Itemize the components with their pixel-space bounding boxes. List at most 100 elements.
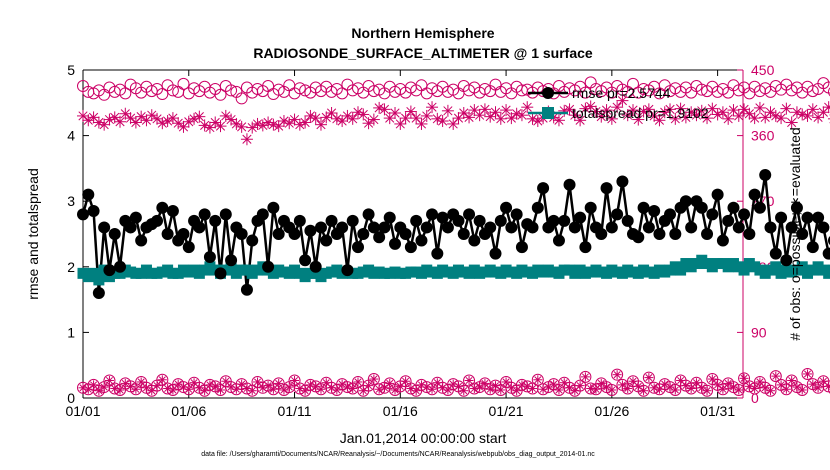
- rmse-point: [812, 211, 825, 224]
- obs-evaluated-point: [785, 116, 798, 129]
- obs-bottom-asterisk: [480, 378, 490, 388]
- rmse-point: [203, 250, 216, 263]
- obs-evaluated-point: [251, 117, 264, 130]
- y-right-tick-label: 0: [751, 390, 759, 406]
- obs-bottom-point: [489, 379, 502, 392]
- chart-title: Northern Hemisphere: [351, 25, 494, 41]
- rmse-point: [304, 224, 317, 237]
- obs-bottom-asterisk: [781, 384, 791, 394]
- rmse-point: [706, 208, 719, 221]
- obs-bottom-asterisk: [348, 384, 358, 394]
- rmse-point: [732, 221, 745, 234]
- obs-evaluated-point: [637, 105, 650, 118]
- rmse-point: [373, 231, 386, 244]
- obs-evaluated-point: [225, 113, 238, 126]
- obs-evaluated-point: [595, 110, 608, 123]
- obs-bottom-asterisk: [734, 385, 744, 395]
- chart-subtitle: RADIOSONDE_SURFACE_ALTIMETER @ 1 surface: [253, 45, 593, 61]
- obs-bottom-point: [288, 374, 301, 387]
- rmse-point: [399, 228, 412, 240]
- obs-bottom-point: [769, 370, 782, 383]
- rmse-point: [404, 241, 417, 254]
- obs-evaluated-point: [272, 120, 285, 133]
- obs-evaluated-point: [775, 112, 788, 125]
- rmse-point: [314, 221, 327, 234]
- obs-evaluated-point: [431, 112, 444, 125]
- legend-rmse-label: rmse pr=2.5744: [572, 85, 671, 101]
- rmse-point: [642, 221, 655, 234]
- obs-bottom-point: [701, 384, 714, 397]
- obs-possible-point: [177, 77, 190, 90]
- rmse-point: [531, 201, 544, 214]
- obs-bottom-asterisk: [512, 386, 522, 396]
- rmse-point: [436, 211, 449, 224]
- obs-evaluated-point: [166, 112, 179, 125]
- legend: rmse pr=2.5744 totalspread pr=1.9102: [528, 85, 709, 121]
- obs-bottom-asterisk: [99, 382, 109, 392]
- obs-bottom-point: [367, 373, 380, 386]
- obs-evaluated-point: [478, 103, 491, 116]
- rmse-point: [748, 188, 761, 201]
- x-tick-label: 01/16: [383, 403, 418, 419]
- obs-evaluated-point: [574, 114, 587, 127]
- obs-evaluated-point: [664, 103, 677, 116]
- obs-evaluated-point: [399, 112, 412, 125]
- y-ticks-left: 0 1 2 3 4 5: [67, 62, 89, 406]
- obs-bottom-asterisk: [808, 379, 818, 389]
- rmse-point: [473, 214, 486, 227]
- obs-evaluated-point: [346, 112, 359, 125]
- obs-evaluated-point: [426, 101, 439, 114]
- rmse-point: [114, 260, 127, 273]
- obs-evaluated-point: [769, 109, 782, 122]
- obs-evaluated-point: [600, 104, 613, 117]
- obs-bottom-asterisk: [210, 381, 220, 391]
- obs-evaluated-point: [77, 109, 89, 122]
- x-axis-label: Jan.01,2014 00:00:00 start: [340, 430, 507, 446]
- obs-evaluated-point: [463, 111, 476, 124]
- obs-evaluated-point: [177, 120, 190, 133]
- obs-bottom-asterisk: [390, 385, 400, 395]
- rmse-point: [806, 241, 819, 254]
- rmse-point: [563, 178, 576, 191]
- rmse-point: [621, 214, 634, 227]
- obs-evaluated-point: [801, 109, 814, 122]
- obs-evaluated-point: [521, 101, 534, 114]
- obs-bottom-point: [531, 373, 544, 386]
- obs-bottom-asterisk: [253, 377, 263, 387]
- obs-evaluated-point: [484, 110, 497, 123]
- rmse-point: [711, 188, 724, 201]
- obs-evaluated-point: [457, 107, 470, 120]
- rmse-point: [272, 228, 285, 240]
- rmse-point: [209, 214, 222, 227]
- obs-bottom-asterisk: [702, 386, 712, 396]
- obs-possible-point: [627, 77, 639, 90]
- obs-bottom-asterisk: [528, 384, 538, 394]
- totalspread-point: [796, 261, 808, 273]
- rmse-point: [182, 241, 195, 254]
- totalspread-point: [675, 264, 687, 276]
- rmse-point: [664, 208, 677, 221]
- obs-evaluated-point: [293, 118, 306, 131]
- rmse-point: [669, 228, 682, 240]
- obs-evaluated-point: [235, 120, 248, 133]
- obs-evaluated-point: [389, 107, 402, 120]
- obs-evaluated-point: [362, 117, 375, 130]
- obs-bottom-asterisk: [580, 372, 590, 382]
- rmse-point: [156, 201, 169, 214]
- y-right-tick-label: 360: [751, 128, 775, 144]
- obs-bottom-point: [552, 383, 565, 396]
- obs-evaluated-point: [748, 112, 761, 125]
- rmse-point: [98, 221, 111, 234]
- obs-bottom-asterisk: [401, 376, 411, 386]
- rmse-point: [552, 234, 565, 247]
- obs-bottom-asterisk: [797, 385, 807, 395]
- rmse-point: [685, 221, 698, 234]
- rmse-point: [441, 221, 454, 234]
- obs-evaluated-point: [124, 112, 137, 125]
- y-axis-label-right: # of obs: o=possible; ∗=evaluated: [787, 127, 803, 340]
- obs-evaluated-point: [616, 94, 629, 107]
- obs-bottom-asterisk: [353, 377, 363, 387]
- rmse-point: [648, 205, 661, 218]
- rmse-point: [579, 241, 592, 254]
- rmse-point: [389, 237, 402, 250]
